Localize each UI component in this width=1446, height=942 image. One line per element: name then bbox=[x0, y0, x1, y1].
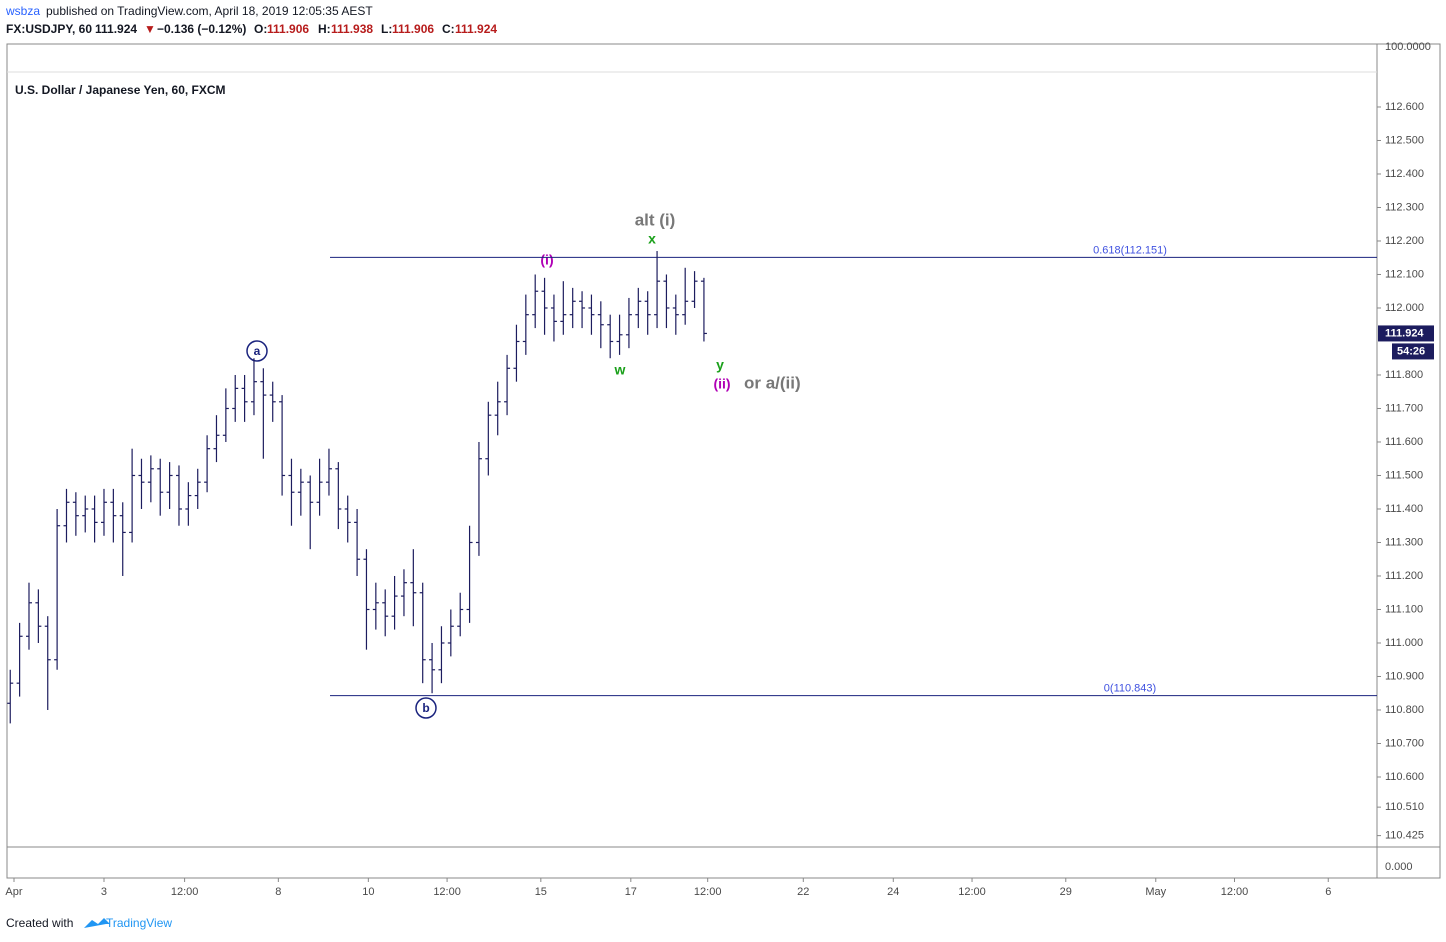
y-tick-label: 111.800 bbox=[1385, 369, 1423, 381]
wave-circle bbox=[415, 697, 437, 719]
change: −0.136 (−0.12%) bbox=[157, 22, 246, 36]
price-tag bbox=[1378, 325, 1434, 342]
countdown-tag bbox=[1392, 343, 1434, 360]
x-tick-label: May bbox=[1145, 886, 1166, 898]
y-tick-label: 112.500 bbox=[1385, 134, 1424, 146]
y-tick-label: 111.700 bbox=[1385, 402, 1423, 414]
x-tick-label: 12:00 bbox=[958, 886, 986, 898]
h-label: H: bbox=[318, 22, 331, 36]
indicator-axis-label: 0.000 bbox=[1385, 861, 1413, 873]
chart-title: U.S. Dollar / Japanese Yen, 60, FXCM bbox=[15, 83, 226, 97]
x-tick-label: 12:00 bbox=[1221, 886, 1249, 898]
y-tick-label: 112.300 bbox=[1385, 201, 1424, 213]
countdown-label: 54:26 bbox=[1397, 345, 1425, 357]
top-axis-label: 100.0000 bbox=[1385, 41, 1431, 53]
published: published on TradingView.com, April 18, … bbox=[46, 4, 373, 18]
price: 111.924 bbox=[95, 22, 137, 36]
bars bbox=[7, 251, 707, 724]
wave-x: x bbox=[648, 231, 656, 247]
wave-alt: alt (i) bbox=[635, 210, 676, 229]
footer-brand[interactable]: TradingView bbox=[106, 916, 172, 930]
y-tick-label: 110.425 bbox=[1385, 830, 1424, 842]
wave-or: or a/(ii) bbox=[744, 373, 801, 392]
h-value: 111.938 bbox=[331, 22, 373, 36]
c-value: 111.924 bbox=[455, 22, 497, 36]
x-tick-label: 3 bbox=[101, 886, 107, 898]
wave-labels: a b (i) alt (i) x w y (ii) or a/(ii) bbox=[246, 210, 801, 719]
y-tick-label: 111.100 bbox=[1385, 603, 1423, 615]
wave-b: b bbox=[422, 701, 429, 715]
o-value: 111.906 bbox=[267, 22, 309, 36]
y-tick-label: 112.200 bbox=[1385, 235, 1424, 247]
x-tick-label: 12:00 bbox=[433, 886, 461, 898]
wave-w: w bbox=[614, 362, 626, 378]
l-label: L: bbox=[381, 22, 392, 36]
y-tick-label: 111.000 bbox=[1385, 637, 1423, 649]
o-label: O: bbox=[254, 22, 267, 36]
fib-label: 0.618(112.151) bbox=[1093, 244, 1167, 256]
x-tick-label: 8 bbox=[275, 886, 281, 898]
y-tick-label: 111.300 bbox=[1385, 536, 1423, 548]
wave-i: (i) bbox=[540, 252, 553, 268]
x-tick-label: 6 bbox=[1325, 886, 1331, 898]
y-tick-label: 112.600 bbox=[1385, 101, 1424, 113]
x-tick-label: 29 bbox=[1060, 886, 1072, 898]
arrow: ▼ bbox=[144, 22, 156, 36]
y-tick-label: 110.900 bbox=[1385, 670, 1424, 682]
y-tick-label: 112.000 bbox=[1385, 302, 1424, 314]
x-tick-label: Apr bbox=[5, 886, 22, 898]
symbol: FX:USDJPY, 60 bbox=[6, 22, 92, 36]
x-tick-label: 12:00 bbox=[694, 886, 722, 898]
x-tick-label: 10 bbox=[362, 886, 374, 898]
y-tick-label: 112.400 bbox=[1385, 168, 1424, 180]
logo bbox=[84, 918, 110, 928]
y-tick-label: 110.510 bbox=[1385, 801, 1424, 813]
x-tick-label: 24 bbox=[887, 886, 899, 898]
footer-created: Created with bbox=[6, 916, 73, 930]
wave-ii: (ii) bbox=[713, 376, 730, 392]
x-tick-label: 15 bbox=[535, 886, 547, 898]
y-tick-label: 110.600 bbox=[1385, 771, 1424, 783]
y-tick-label: 111.500 bbox=[1385, 469, 1423, 481]
y-tick-label: 110.800 bbox=[1385, 704, 1424, 716]
fib-label: 0(110.843) bbox=[1104, 682, 1156, 694]
wave-circle bbox=[246, 340, 268, 362]
y-tick-label: 111.600 bbox=[1385, 436, 1423, 448]
x-tick-label: 12:00 bbox=[171, 886, 199, 898]
x-tick-label: 17 bbox=[625, 886, 637, 898]
c-label: C: bbox=[442, 22, 455, 36]
frame bbox=[6, 43, 1441, 879]
y-tick-label: 110.700 bbox=[1385, 737, 1424, 749]
symbol-line: FX:USDJPY, 60 111.924 ▼ −0.136 (−0.12%) … bbox=[6, 22, 497, 36]
price-tag-label: 111.924 bbox=[1385, 327, 1424, 339]
author[interactable]: wsbza bbox=[5, 4, 40, 18]
wave-y: y bbox=[716, 357, 724, 373]
y-tick-label: 112.100 bbox=[1385, 268, 1424, 280]
l-value: 111.906 bbox=[392, 22, 434, 36]
y-tick-label: 111.400 bbox=[1385, 503, 1423, 515]
y-tick-label: 111.200 bbox=[1385, 570, 1423, 582]
wave-a: a bbox=[254, 344, 261, 358]
x-tick-label: 22 bbox=[797, 886, 809, 898]
